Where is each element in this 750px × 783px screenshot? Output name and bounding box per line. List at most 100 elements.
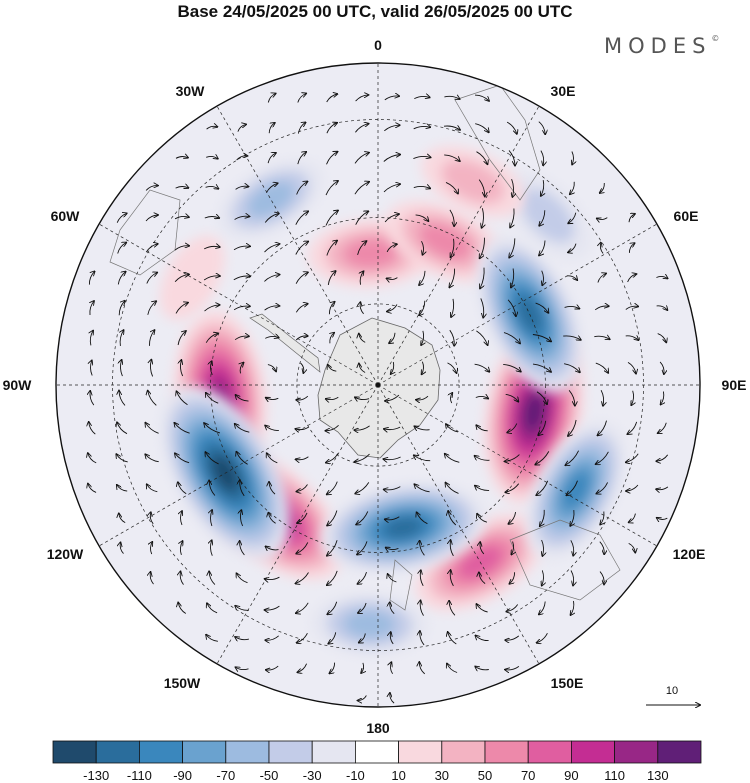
wind-vector	[150, 512, 154, 525]
wind-vector	[269, 482, 276, 495]
lon-label-120e: 120E	[673, 546, 706, 562]
wind-vector	[475, 486, 490, 491]
latitude-circle	[210, 217, 546, 553]
wind-vector	[359, 364, 366, 373]
colorbar-tick-label: 110	[604, 768, 625, 783]
wind-vector	[597, 274, 606, 283]
wind-vector	[570, 510, 574, 526]
wind-vector	[354, 182, 369, 195]
wind-vector	[234, 336, 249, 341]
wind-vector	[568, 243, 577, 253]
wind-vector	[175, 453, 190, 464]
wind-vector	[358, 695, 367, 701]
wind-vector	[145, 454, 159, 463]
wind-vector	[390, 662, 393, 675]
wind-vector	[446, 424, 459, 433]
wind-vector	[563, 336, 581, 340]
wind-vector	[297, 122, 305, 134]
wind-vector	[385, 516, 400, 520]
wind-vector	[386, 244, 397, 253]
wind-vector	[505, 393, 519, 401]
map-boundary	[55, 62, 701, 708]
wind-vector	[233, 246, 250, 251]
wind-vector	[448, 632, 457, 645]
wind-vector	[450, 540, 454, 557]
wind-vector	[268, 123, 275, 134]
wind-vector	[538, 420, 547, 435]
graticule	[56, 63, 700, 707]
colorbar-tick-label: -30	[303, 768, 322, 783]
wind-vector	[507, 423, 518, 433]
lon-label-150e: 150E	[551, 675, 584, 691]
wind-vectors	[88, 94, 668, 704]
wind-vector	[422, 240, 424, 255]
wind-vector	[296, 395, 309, 400]
wind-vector	[90, 391, 95, 406]
wind-vector	[414, 455, 431, 462]
wind-vector	[508, 150, 515, 165]
wind-vector	[150, 542, 152, 555]
wind-vector	[180, 571, 184, 585]
wind-vector	[355, 482, 370, 493]
wind-vector	[233, 276, 250, 281]
wind-vector	[478, 179, 485, 197]
wind-vector	[476, 425, 488, 432]
wind-vector	[572, 151, 574, 165]
wind-vector	[358, 571, 367, 584]
anomaly-center	[217, 158, 325, 240]
wind-vector	[566, 276, 577, 280]
wind-vector	[422, 361, 424, 375]
colorbar-tick-label: 70	[521, 768, 535, 783]
wind-vector	[383, 456, 401, 460]
wind-vector	[564, 306, 580, 308]
wind-vector	[505, 483, 520, 493]
wind-vector	[475, 396, 488, 398]
colorbar-swatch	[527, 740, 572, 764]
wind-vector	[297, 663, 308, 673]
lon-label-90e: 90E	[722, 377, 747, 393]
wind-vector	[265, 576, 280, 579]
wind-vector	[536, 391, 547, 404]
wind-vector	[145, 423, 159, 434]
wind-vector	[542, 539, 544, 556]
wind-vector	[296, 456, 309, 460]
wind-vector	[506, 604, 519, 612]
wind-vector	[268, 513, 276, 524]
wind-vector	[181, 511, 183, 526]
wind-vector	[240, 510, 242, 527]
wind-vector	[508, 512, 517, 524]
wind-vector	[509, 572, 516, 584]
wind-vector	[419, 662, 426, 675]
wind-vector	[600, 511, 604, 525]
anomaly-center	[319, 482, 487, 574]
wind-vector	[295, 304, 307, 313]
wind-vector	[150, 360, 152, 377]
wind-vector	[657, 518, 668, 520]
wind-vector	[206, 635, 218, 642]
wind-vector	[148, 391, 157, 406]
wind-vector	[266, 183, 277, 193]
wind-vector	[360, 302, 364, 315]
wind-vector	[265, 635, 279, 640]
wind-vector	[447, 362, 457, 373]
colorbar-swatch	[138, 740, 183, 764]
wind-vector	[599, 541, 604, 555]
wind-vector	[626, 484, 639, 491]
wind-vector	[150, 572, 154, 585]
wind-vector	[384, 125, 399, 132]
wind-vector	[354, 425, 370, 430]
wind-vector	[236, 395, 249, 402]
wind-vector	[295, 242, 308, 255]
wind-vector	[147, 484, 158, 493]
wind-vector	[203, 276, 220, 281]
wind-vector	[328, 302, 334, 315]
wind-vector	[119, 513, 126, 524]
wind-vector	[390, 602, 395, 615]
wind-vector	[264, 275, 279, 282]
wind-vector	[539, 210, 546, 226]
colorbar-swatch	[225, 740, 270, 764]
wind-vector	[356, 511, 369, 524]
wind-vector	[177, 391, 188, 406]
wind-vector	[388, 574, 397, 583]
